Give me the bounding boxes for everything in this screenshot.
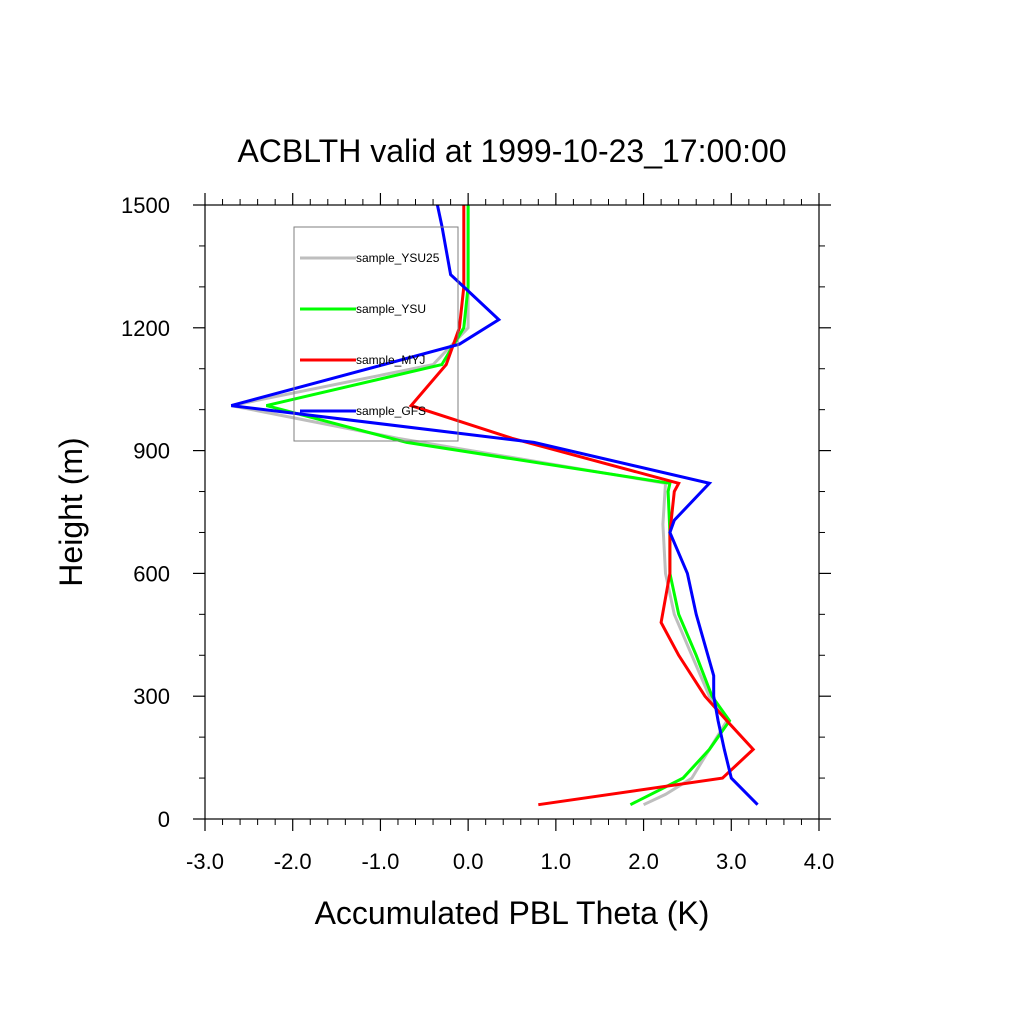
legend: sample_YSU25 sample_YSU sample_MYJ sample_G… <box>300 251 440 418</box>
axis-ticks: -3.0 -2.0 -1.0 0.0 1.0 2.0 3.0 4.0 0 300 600 900 120… <box>121 193 834 874</box>
plot-frame <box>204 204 820 820</box>
x-tick-label: -2.0 <box>274 849 312 874</box>
series-line-sample_MYJ <box>408 205 756 807</box>
x-tick-label: -3.0 <box>186 849 224 874</box>
x-tick-label: 2.0 <box>628 849 659 874</box>
x-tick-label: 1.0 <box>541 849 572 874</box>
x-axis-label: Accumulated PBL Theta (K) <box>315 895 710 931</box>
y-tick-label: 300 <box>133 684 170 709</box>
y-tick-label: 0 <box>158 807 170 832</box>
legend-label: sample_YSU <box>356 302 426 316</box>
x-tick-label: 0.0 <box>453 849 484 874</box>
series-line-sample_GFS <box>230 204 759 806</box>
y-tick-label: 1500 <box>121 193 170 218</box>
legend-label: sample_YSU25 <box>356 251 440 265</box>
legend-label: sample_GFS <box>356 404 426 418</box>
series-lines <box>230 204 759 807</box>
y-axis-label: Height (m) <box>53 437 89 586</box>
y-tick-label: 600 <box>133 561 170 586</box>
y-tick-label: 1200 <box>121 316 170 341</box>
chart-title: ACBLTH valid at 1999-10-23_17:00:00 <box>237 133 786 169</box>
legend-box <box>293 226 459 442</box>
x-tick-label: -1.0 <box>361 849 399 874</box>
x-tick-label: 3.0 <box>716 849 747 874</box>
series-line-sample_YSU <box>266 205 732 807</box>
legend-label: sample_MYJ <box>356 353 425 367</box>
y-tick-label: 900 <box>133 439 170 464</box>
x-tick-label: 4.0 <box>804 849 835 874</box>
